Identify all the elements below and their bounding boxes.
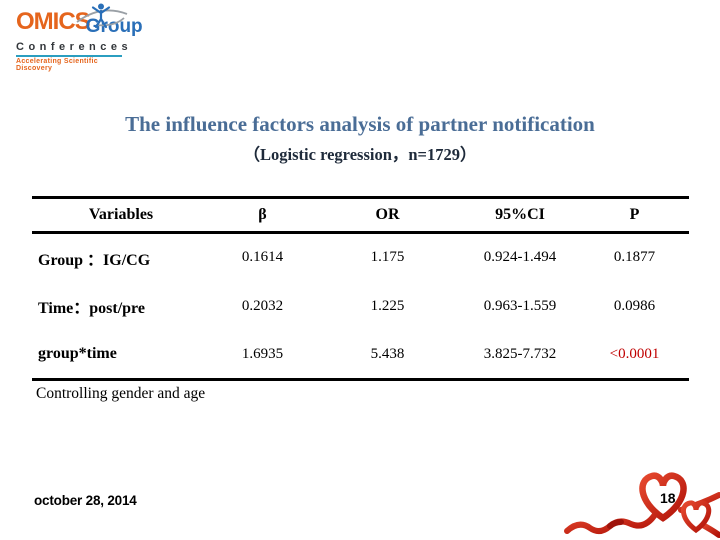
row-variable: Time：post/pre: [38, 300, 145, 317]
regression-table: Variables β OR 95%CI P Group ：IG/CG 0.16…: [32, 196, 689, 381]
slide-date: october 28, 2014: [34, 493, 137, 508]
logo-wordmark: OMICSGroup: [16, 3, 143, 40]
row-beta: 0.2032: [241, 297, 284, 314]
table-row: Group ：IG/CG 0.1614 1.175 0.924-1.494 0.…: [32, 233, 689, 282]
slide-subtitle: （Logistic regression，n=1729）: [243, 145, 477, 164]
table-footnote: Controlling gender and age: [36, 385, 206, 402]
col-header-p: P: [580, 196, 689, 234]
row-variable: Group ：IG/CG: [38, 251, 151, 269]
table-header-row: Variables β OR 95%CI P: [32, 196, 689, 234]
row-beta: 0.1614: [241, 249, 284, 266]
row-ci: 0.924-1.494: [483, 249, 557, 266]
table-row: group*time 1.6935 5.438 3.825-7.732 <0.0…: [32, 330, 689, 381]
omics-group-logo: OMICSGroup Conferences Accelerating Scie…: [16, 3, 143, 72]
page-number: 18: [660, 490, 676, 506]
logo-conferences-text: Conferences: [16, 41, 133, 53]
row-p-significant: <0.0001: [580, 330, 689, 381]
heart-ribbon-decoration: [564, 472, 720, 538]
col-header-variables: Variables: [32, 196, 210, 234]
logo-tagline: Accelerating Scientific Discovery: [16, 58, 98, 72]
row-or: 5.438: [315, 330, 460, 381]
table-row: Time：post/pre 0.2032 1.225 0.963-1.559 0…: [32, 282, 689, 331]
col-header-ci: 95%CI: [460, 196, 580, 234]
row-ci: 3.825-7.732: [460, 330, 580, 381]
row-or: 1.175: [370, 249, 405, 266]
row-ci: 0.963-1.559: [483, 297, 557, 314]
row-beta: 1.6935: [210, 330, 315, 381]
row-p: 0.1877: [613, 249, 656, 266]
omics-figure-icon: [76, 3, 128, 29]
slide-title: The influence factors analysis of partne…: [125, 112, 595, 136]
logo-divider: [16, 55, 122, 57]
col-header-or: OR: [315, 196, 460, 234]
col-header-beta: β: [210, 196, 315, 234]
row-or: 1.225: [370, 297, 405, 314]
row-variable: group*time: [32, 330, 210, 381]
row-p: 0.0986: [613, 297, 656, 314]
